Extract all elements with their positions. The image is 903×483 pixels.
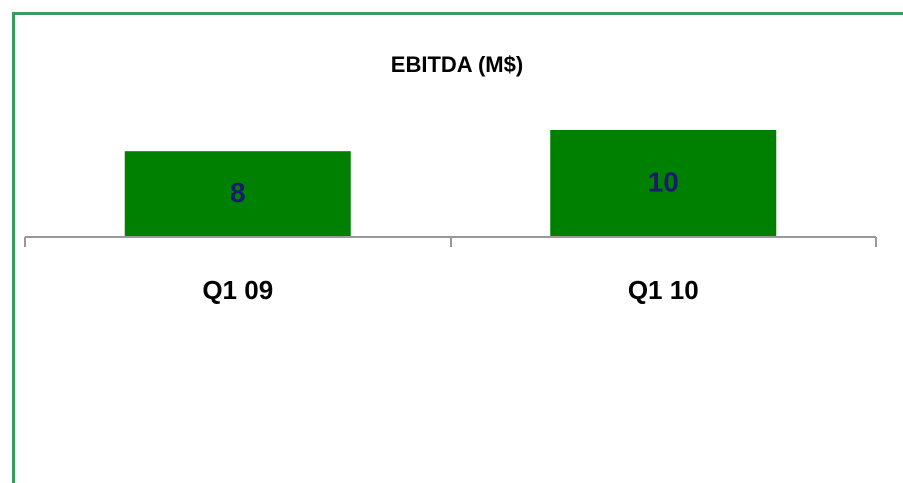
x-tick-label: Q1 09	[202, 275, 273, 305]
data-label: 8	[230, 177, 246, 208]
bar	[550, 130, 777, 236]
data-label: 10	[648, 166, 679, 197]
x-tick-label: Q1 10	[628, 275, 699, 305]
bar	[124, 151, 351, 236]
chart-title: EBITDA (M$)	[391, 52, 523, 77]
frame	[12, 12, 903, 483]
